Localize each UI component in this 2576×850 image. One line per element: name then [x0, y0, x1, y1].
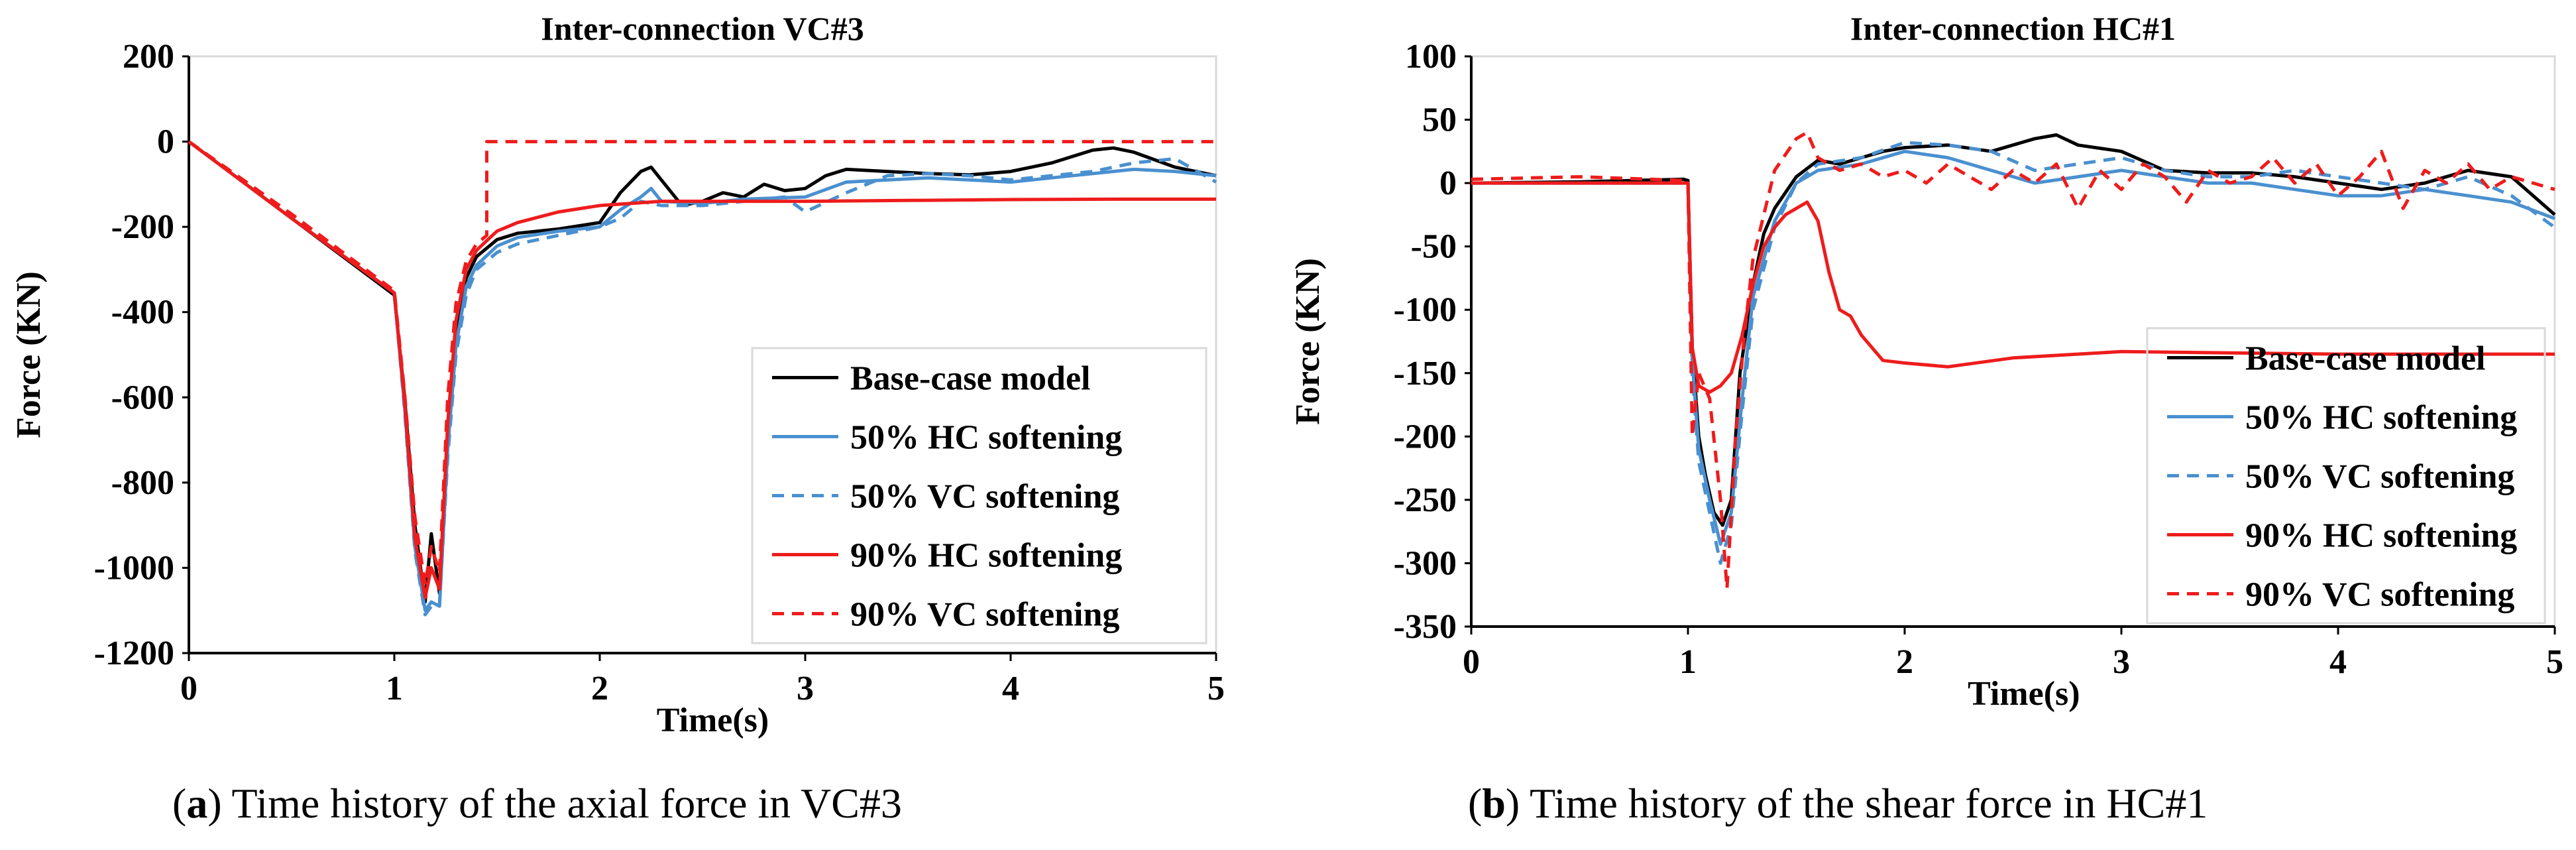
- chart-a-legend-box: [751, 347, 1207, 644]
- chart-b-ytick-label: -100: [1394, 291, 1457, 329]
- chart-a-ylabel: Force (KN): [10, 271, 48, 438]
- caption-a-text: ) Time history of the axial force in VC#…: [207, 780, 902, 827]
- chart-a-legend-label-3: 50% VC softening: [850, 478, 1119, 516]
- chart-a-series-4-line: [188, 140, 1216, 599]
- chart-b-xtick-label: 3: [2113, 643, 2130, 681]
- chart-b-ytick-label: -200: [1394, 418, 1457, 455]
- chart-b-ytick-label: -350: [1394, 608, 1457, 646]
- chart-a-ytick-label: -600: [111, 379, 174, 416]
- chart-b-legend-box: [2146, 327, 2546, 625]
- chart-b-legend-label-1: Base-case model: [2245, 340, 2485, 378]
- chart-b-legend-label-5: 90% VC softening: [2245, 576, 2514, 614]
- chart-b-ytick-label: 0: [1439, 164, 1457, 202]
- chart-b-series-2-line: [1471, 149, 2555, 546]
- chart-b-xtick-label: 1: [1679, 643, 1697, 681]
- chart-a-series-2-line: [188, 140, 1217, 613]
- chart-a-xtick-label: 5: [1207, 670, 1225, 707]
- chart-b-ytick-label: 100: [1405, 38, 1457, 76]
- chart-a-legend-label-5: 90% VC softening: [850, 596, 1119, 634]
- chart-a-ytick-label: 0: [157, 123, 174, 161]
- chart-b-ytick-label: 50: [1422, 101, 1457, 139]
- chart-b-xtick-label: 4: [2329, 643, 2347, 681]
- chart-a-xtick-label: 2: [591, 670, 608, 707]
- chart-b-xtick-label: 5: [2546, 643, 2563, 681]
- chart-a-legend-label-2: 50% HC softening: [850, 419, 1122, 457]
- chart-b-series-5-line: [1471, 131, 2555, 591]
- chart-a-ytick-label: -400: [111, 294, 174, 332]
- chart-a-ytick-label: -1200: [94, 635, 174, 672]
- chart-b-legend-label-2: 50% HC softening: [2245, 399, 2517, 437]
- chart-a-xtick-label: 1: [386, 670, 403, 707]
- chart-a-ytick-label: -200: [111, 208, 174, 246]
- caption-b-text: ) Time history of the shear force in HC#…: [1505, 780, 2208, 827]
- chart-a-xtick-label: 0: [180, 670, 197, 707]
- caption-b: (b) Time history of the shear force in H…: [1468, 780, 2208, 827]
- chart-b-xtick-label: 2: [1896, 643, 1913, 681]
- chart-a-legend-label-1: Base-case model: [850, 360, 1090, 398]
- chart-b-xtick-label: 0: [1463, 643, 1480, 681]
- chart-b-series-3-line: [1471, 141, 2556, 565]
- chart-a-series-5-line: [188, 140, 1216, 587]
- caption-a-letter: a: [186, 780, 208, 827]
- chart-a-xlabel: Time(s): [657, 701, 769, 739]
- chart-a-legend: Base-case model 50% HC softening 50% VC so…: [751, 347, 1207, 644]
- chart-b-ylabel: Force (KN): [1289, 258, 1327, 425]
- caption-a: (a) Time history of the axial force in V…: [172, 780, 902, 827]
- chart-a-xtick-label: 4: [1002, 670, 1019, 707]
- chart-b-legend-label-4: 90% HC softening: [2245, 517, 2517, 555]
- chart-a-legend-label-4: 90% HC softening: [850, 537, 1122, 575]
- chart-b-title: Inter-connection HC#1: [1850, 10, 2176, 47]
- chart-b-ytick-label: -150: [1394, 355, 1457, 393]
- chart-b-xlabel: Time(s): [1968, 675, 2080, 713]
- chart-b-ytick-label: -300: [1394, 544, 1457, 582]
- chart-a-ytick-label: -800: [111, 464, 174, 502]
- chart-b-legend-label-3: 50% VC softening: [2245, 458, 2514, 496]
- chart-a-xtick-label: 3: [797, 670, 814, 707]
- chart-a-series-1-line: [188, 140, 1217, 604]
- chart-a-ytick-label: -1000: [94, 549, 174, 587]
- chart-a-title: Inter-connection VC#3: [541, 10, 864, 47]
- chart-b-legend: Base-case model 50% HC softening 50% VC so…: [2146, 327, 2546, 625]
- caption-b-letter: b: [1482, 780, 1506, 827]
- chart-a-ytick-label: 200: [123, 38, 174, 76]
- chart-b-series-4-line: [1471, 181, 2555, 394]
- chart-b-ytick-label: -50: [1411, 228, 1457, 266]
- chart-b-ytick-label: -250: [1394, 481, 1457, 519]
- chart-a-series-3-line: [188, 140, 1217, 617]
